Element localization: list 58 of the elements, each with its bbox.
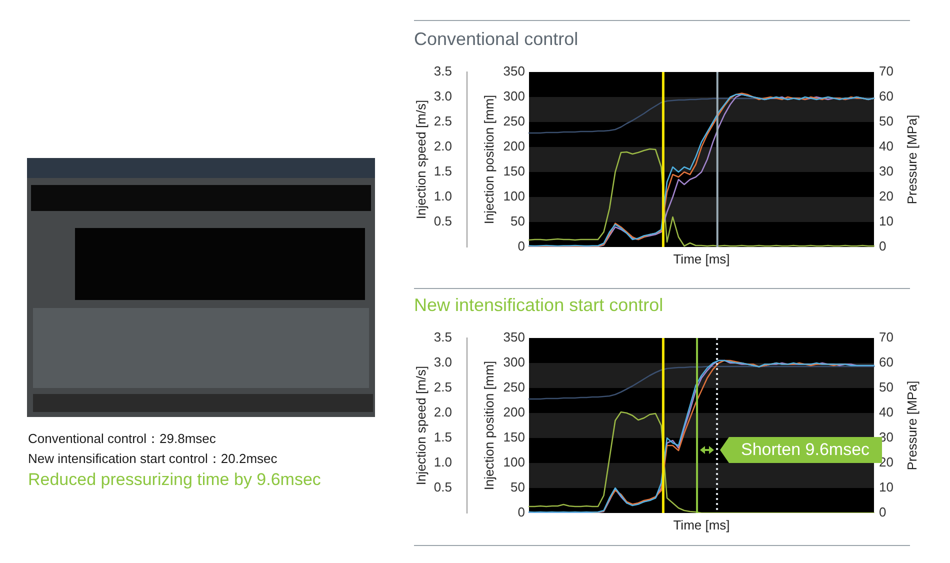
y-tick-label: 100 — [503, 188, 525, 204]
y3-tick-label: 0.5 — [434, 480, 452, 495]
y3-tick-label: 2.0 — [434, 404, 452, 420]
y-tick-label: 0 — [518, 238, 525, 254]
y-tick-label: 300 — [503, 354, 525, 370]
y3-tick-label: 2.5 — [434, 114, 452, 129]
y2-tick-label: 40 — [879, 138, 894, 154]
y-tick-label: 250 — [503, 380, 525, 395]
y3-tick-label: 1.0 — [434, 454, 452, 470]
x-axis-title: Time [ms] — [673, 518, 730, 533]
text: Conventional control：29.8msec — [28, 430, 217, 448]
y3-tick-label: 3.0 — [434, 88, 452, 104]
y-tick-label: 350 — [503, 330, 525, 345]
y-tick-label: 250 — [503, 114, 525, 129]
y2-tick-label: 10 — [879, 480, 894, 495]
y3-axis-title: Injection speed [m/s] — [414, 366, 429, 486]
y-tick-label: 350 — [503, 64, 525, 79]
y-axis-title: Injection position [mm] — [482, 360, 497, 490]
y-axis-title: Injection position [mm] — [482, 94, 497, 224]
x-axis-title: Time [ms] — [673, 252, 730, 267]
y-tick-label: 200 — [503, 404, 525, 420]
text: New intensification start control：20.2msec — [28, 450, 278, 468]
y2-tick-label: 60 — [879, 354, 894, 370]
y2-axis-title: Pressure [MPa] — [904, 114, 920, 204]
y2-tick-label: 70 — [879, 64, 894, 79]
y-tick-label: 200 — [503, 138, 525, 154]
annotation: Shorten 9.6msec — [741, 439, 870, 462]
y-tick-label: 50 — [510, 214, 525, 229]
y2-tick-label: 20 — [879, 188, 894, 204]
y2-tick-label: 60 — [879, 88, 894, 104]
y-tick-label: 0 — [518, 504, 525, 520]
y2-axis-title: Pressure [MPa] — [904, 380, 920, 470]
y2-tick-label: 0 — [879, 238, 886, 254]
y3-tick-label: 3.5 — [434, 330, 452, 345]
y-tick-label: 100 — [503, 454, 525, 470]
y2-tick-label: 50 — [879, 114, 894, 129]
y3-tick-label: 1.5 — [434, 430, 452, 445]
y3-axis-title: Injection speed [m/s] — [414, 100, 429, 220]
y3-tick-label: 1.0 — [434, 188, 452, 204]
y-tick-label: 300 — [503, 88, 525, 104]
y2-tick-label: 10 — [879, 214, 894, 229]
y3-tick-label: 3.0 — [434, 354, 452, 370]
y3-tick-label: 3.5 — [434, 64, 452, 79]
y-tick-label: 150 — [503, 430, 525, 445]
chart-title: Conventional control — [414, 28, 578, 49]
text: Reduced pressurizing time by 9.6msec — [28, 469, 322, 491]
y2-tick-label: 0 — [879, 504, 886, 520]
y3-tick-label: 0.5 — [434, 214, 452, 229]
chart-title: New intensification start control — [414, 294, 664, 315]
y3-tick-label: 2.5 — [434, 380, 452, 395]
y2-tick-label: 40 — [879, 404, 894, 420]
y3-tick-label: 2.0 — [434, 138, 452, 154]
y-tick-label: 150 — [503, 164, 525, 179]
y2-tick-label: 70 — [879, 330, 894, 345]
y2-tick-label: 50 — [879, 380, 894, 395]
y-tick-label: 50 — [510, 480, 525, 495]
y3-tick-label: 1.5 — [434, 164, 452, 179]
y2-tick-label: 30 — [879, 164, 894, 179]
